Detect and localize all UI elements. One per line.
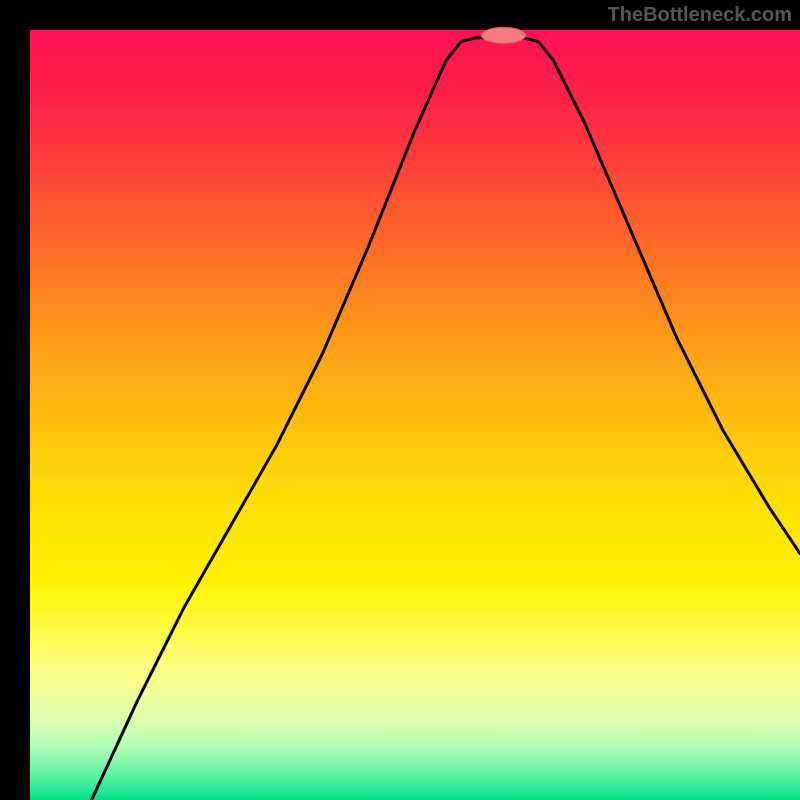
optimal-marker [482,27,526,43]
bottleneck-chart: TheBottleneck.com [0,0,800,800]
chart-svg [0,0,800,800]
watermark-text: TheBottleneck.com [608,4,792,27]
